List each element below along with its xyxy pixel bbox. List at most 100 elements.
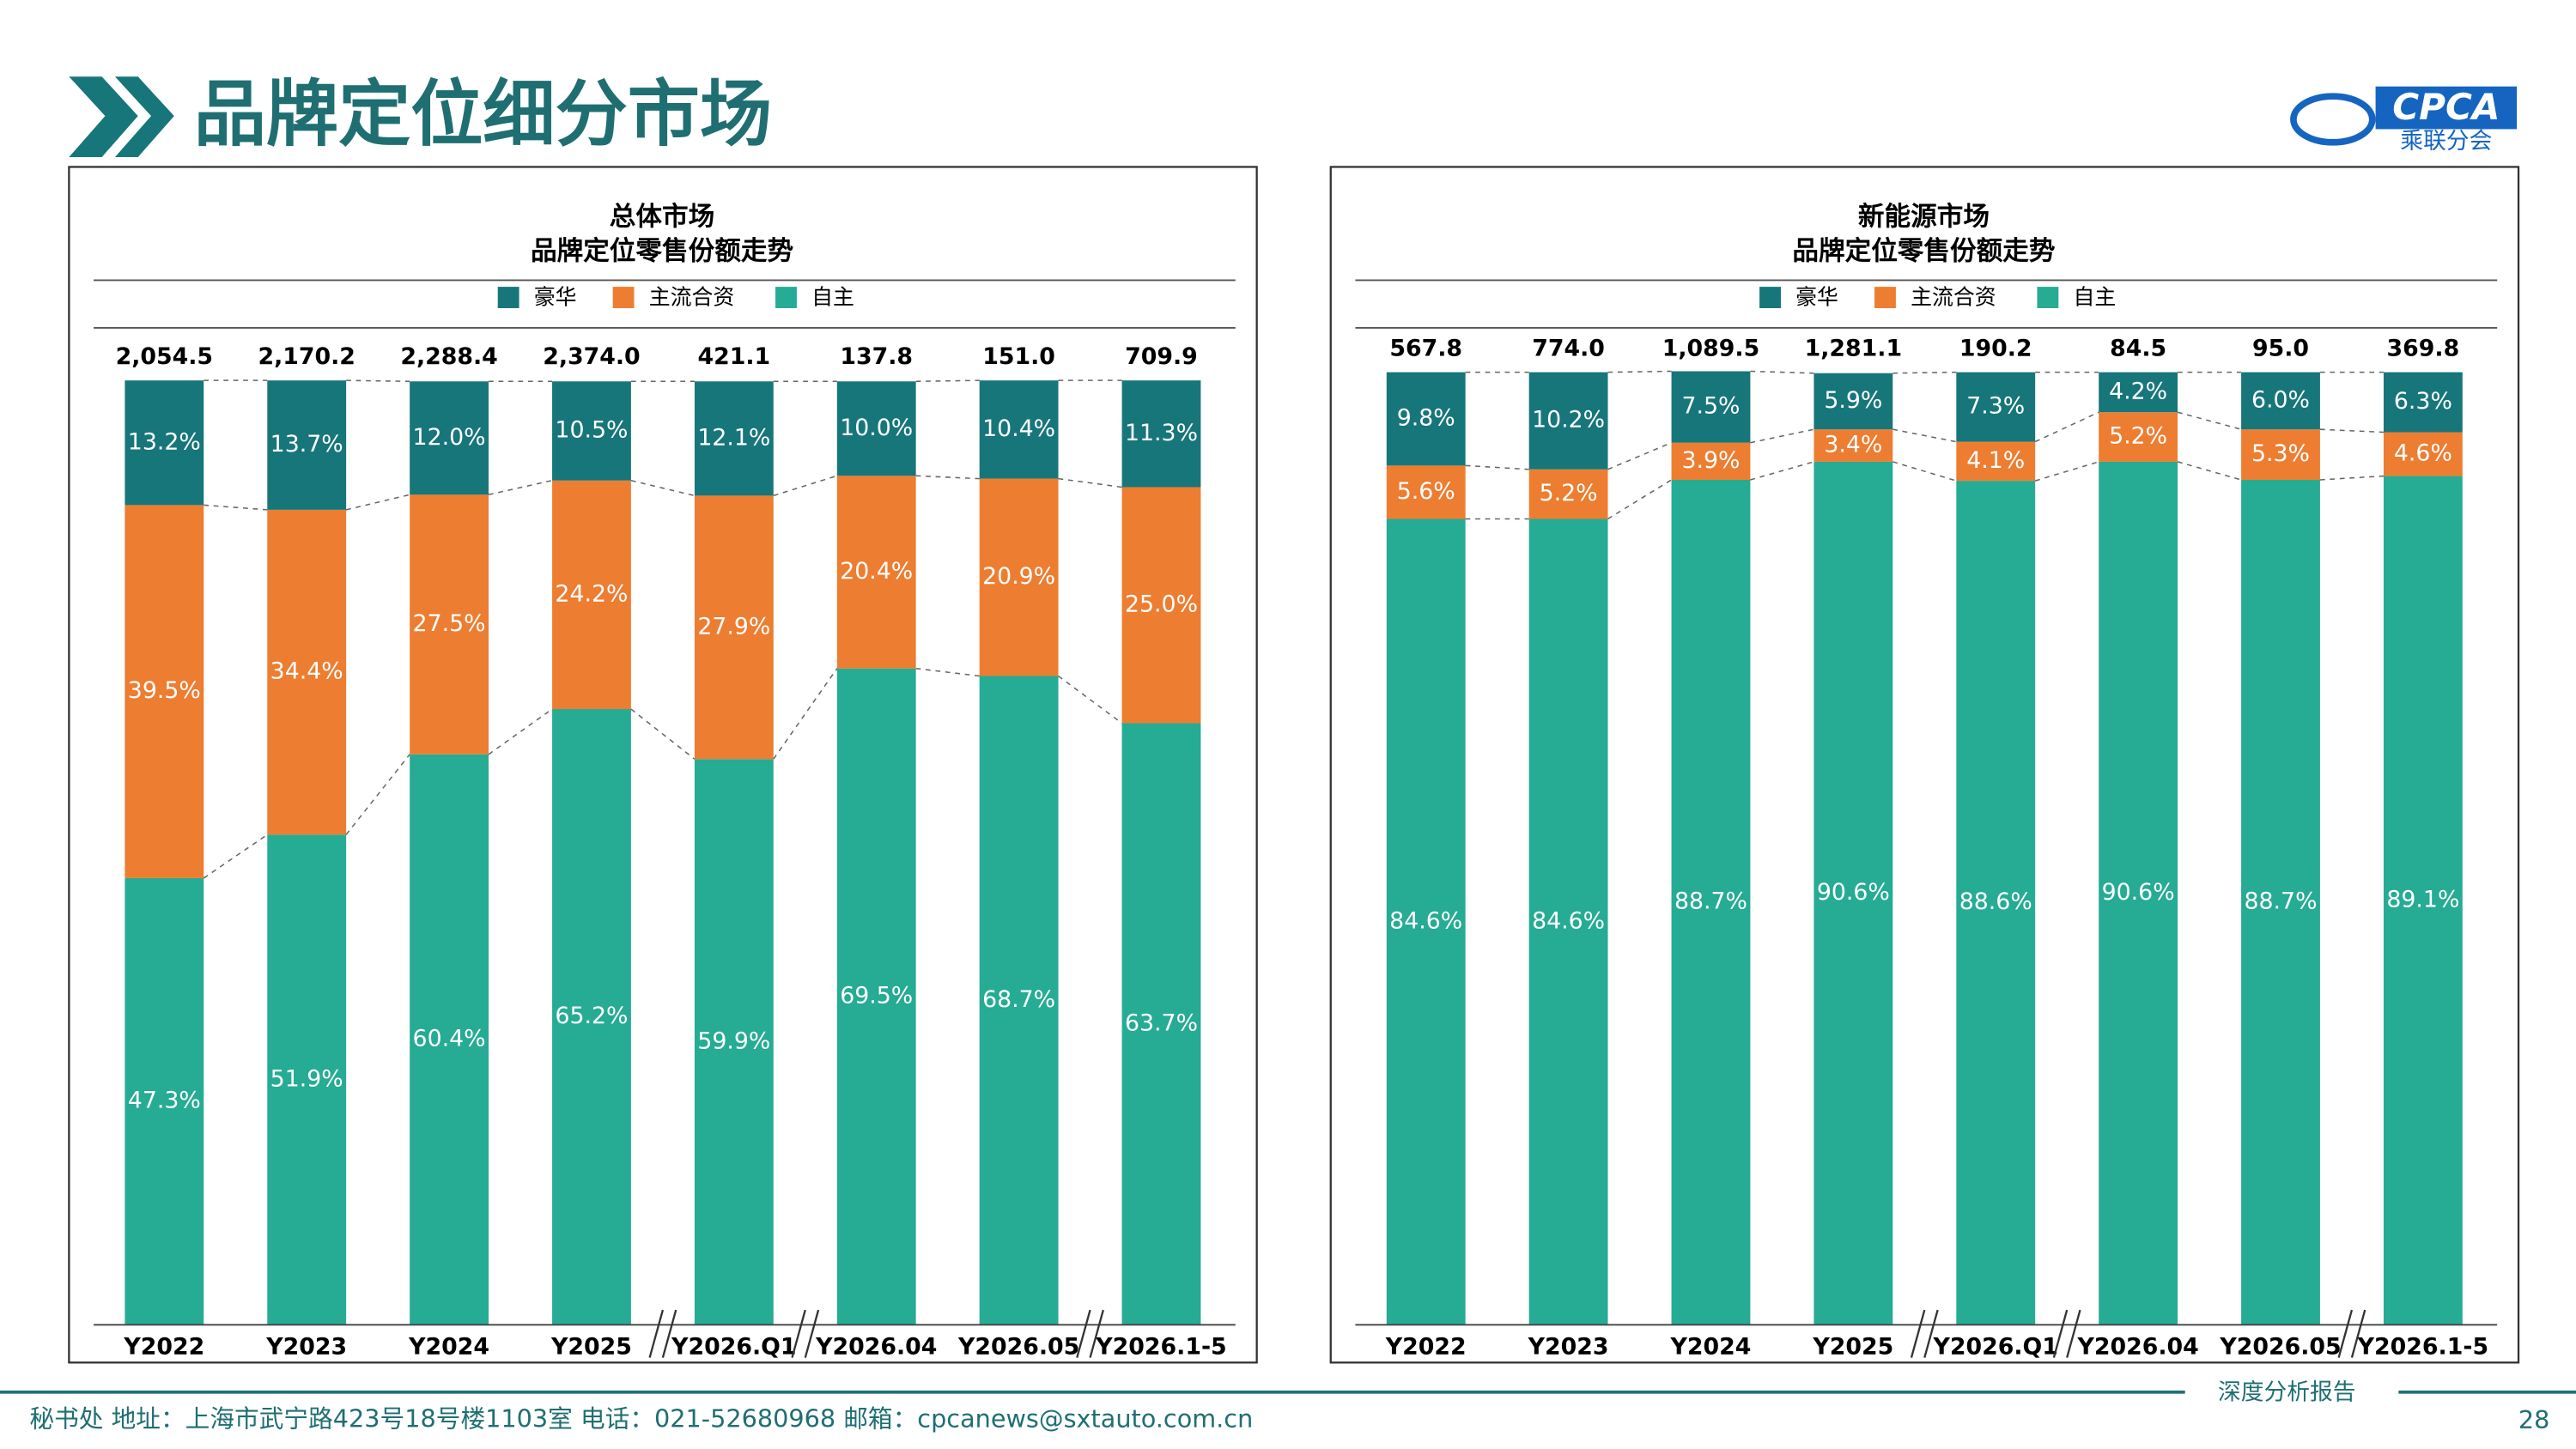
total-label: 1,281.1 bbox=[1805, 335, 1902, 361]
axis-break bbox=[2350, 1309, 2366, 1358]
legend-label: 自主 bbox=[2074, 285, 2117, 310]
total-label: 84.5 bbox=[2110, 335, 2166, 361]
data-label: 3.4% bbox=[1824, 432, 1882, 458]
axis-break bbox=[1923, 1309, 1939, 1358]
bar-segment bbox=[2383, 372, 2463, 433]
axis-break bbox=[2066, 1309, 2081, 1358]
data-label: 13.2% bbox=[128, 428, 201, 455]
legend-label: 主流合资 bbox=[1911, 285, 1996, 310]
chart-title: 新能源市场 bbox=[1858, 201, 1990, 232]
chart-frame bbox=[1329, 166, 2520, 1364]
x-tick-label: Y2022 bbox=[1385, 1334, 1467, 1361]
data-label: 7.5% bbox=[1681, 393, 1740, 420]
data-label: 4.6% bbox=[2394, 440, 2452, 467]
data-label: 24.2% bbox=[555, 580, 628, 607]
connector bbox=[1750, 370, 1814, 374]
data-label: 90.6% bbox=[1817, 879, 1890, 906]
data-label: 84.6% bbox=[1389, 907, 1462, 934]
connector bbox=[1607, 370, 1672, 373]
total-label: 151.0 bbox=[982, 343, 1055, 370]
total-label: 421.1 bbox=[698, 343, 771, 370]
connector bbox=[1607, 479, 1672, 520]
legend-swatch bbox=[1759, 287, 1781, 308]
chart-subtitle: 品牌定位零售份额走势 bbox=[1792, 235, 2055, 266]
total-label: 567.8 bbox=[1389, 335, 1462, 361]
connector bbox=[346, 379, 410, 383]
logo-box bbox=[2375, 86, 2518, 130]
bar-segment bbox=[2099, 372, 2178, 413]
x-tick-label: Y2022 bbox=[123, 1334, 204, 1361]
axis-break bbox=[804, 1309, 820, 1358]
connector bbox=[1893, 428, 1957, 443]
data-label: 60.4% bbox=[413, 1026, 486, 1052]
total-label: 369.8 bbox=[2387, 335, 2460, 361]
data-label: 11.3% bbox=[1125, 420, 1198, 446]
connector bbox=[345, 754, 410, 835]
data-label: 25.0% bbox=[1125, 591, 1198, 618]
data-label: 6.0% bbox=[2251, 386, 2310, 413]
axis-break bbox=[1089, 1309, 1104, 1358]
connector bbox=[1750, 428, 1814, 444]
x-tick-label: Y2026.05 bbox=[2219, 1334, 2341, 1361]
bar-segment bbox=[836, 476, 916, 669]
x-tick-label: Y2026.04 bbox=[815, 1334, 937, 1361]
connector bbox=[488, 480, 553, 496]
data-label: 39.5% bbox=[128, 677, 201, 704]
data-label: 84.6% bbox=[1532, 907, 1605, 934]
total-label: 2,054.5 bbox=[116, 343, 213, 370]
axis-break bbox=[791, 1309, 806, 1358]
bar-segment bbox=[1671, 480, 1751, 1325]
bar-segment bbox=[1121, 723, 1201, 1325]
connector bbox=[915, 475, 980, 480]
bar-segment bbox=[1814, 373, 1893, 430]
footer-address: 秘书处 地址：上海市武宁路423号18号楼1103室 电话：021-526809… bbox=[29, 1404, 1253, 1433]
x-tick-label: Y2026.04 bbox=[2076, 1334, 2198, 1361]
data-label: 6.3% bbox=[2394, 388, 2452, 415]
axis-break bbox=[2337, 1309, 2354, 1358]
connector bbox=[773, 475, 838, 497]
axis-break bbox=[661, 1309, 677, 1358]
bar-segment bbox=[125, 380, 204, 506]
data-label: 47.3% bbox=[128, 1088, 201, 1114]
data-label: 12.1% bbox=[697, 424, 770, 451]
legend-swatch bbox=[775, 287, 797, 308]
bar-segment bbox=[1671, 371, 1751, 443]
connector bbox=[1465, 464, 1529, 470]
x-tick-label: Y2025 bbox=[550, 1334, 632, 1361]
x-tick-label: Y2024 bbox=[408, 1334, 489, 1361]
bar-segment bbox=[1386, 372, 1466, 466]
bar-segment bbox=[1814, 429, 1893, 462]
data-label: 5.2% bbox=[2109, 423, 2167, 450]
bar-segment bbox=[836, 668, 916, 1325]
bar-segment bbox=[1386, 518, 1466, 1325]
connector bbox=[2319, 475, 2385, 481]
data-label: 88.6% bbox=[1959, 888, 2032, 915]
connector bbox=[1058, 477, 1122, 488]
data-label: 27.9% bbox=[697, 613, 770, 640]
connector bbox=[2177, 411, 2242, 430]
data-label: 10.2% bbox=[1532, 407, 1605, 433]
bar-segment bbox=[2241, 480, 2320, 1325]
logo-mark bbox=[2290, 93, 2376, 146]
bar-segment bbox=[267, 380, 347, 510]
bar-segment bbox=[552, 381, 631, 481]
connector bbox=[1058, 675, 1123, 724]
bar-segment bbox=[1956, 372, 2036, 442]
bar-segment bbox=[1121, 487, 1201, 724]
data-label: 5.3% bbox=[2251, 440, 2310, 467]
total-label: 95.0 bbox=[2252, 335, 2309, 361]
data-label: 63.7% bbox=[1125, 1009, 1198, 1036]
axis-break bbox=[1910, 1309, 1926, 1358]
data-label: 20.4% bbox=[840, 558, 913, 585]
total-label: 1,089.5 bbox=[1662, 335, 1759, 361]
bar-segment bbox=[267, 834, 347, 1325]
data-label: 10.4% bbox=[982, 415, 1055, 442]
bar-segment bbox=[410, 381, 489, 495]
bar-segment bbox=[2099, 412, 2178, 462]
logo-subtext: 乘联分会 bbox=[2400, 128, 2492, 155]
total-label: 774.0 bbox=[1532, 335, 1605, 361]
connector bbox=[630, 708, 696, 760]
bar-segment bbox=[979, 380, 1059, 479]
